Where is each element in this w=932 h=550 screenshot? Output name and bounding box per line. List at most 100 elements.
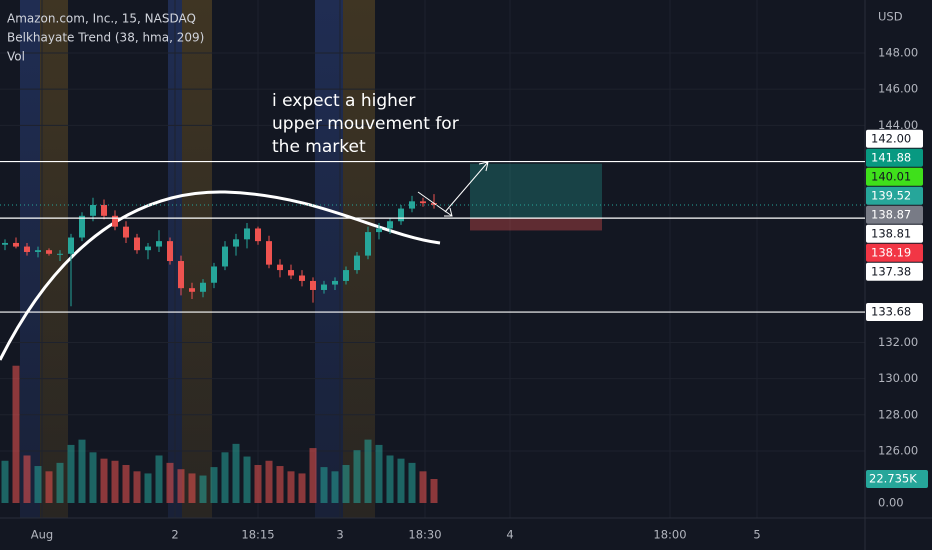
candle-body (244, 228, 250, 240)
candle-body (123, 226, 129, 238)
x-tick-label: 18:00 (653, 528, 686, 542)
y-tick-label: 148.00 (878, 46, 918, 60)
candle-body (387, 221, 393, 229)
volume-bar (1, 460, 9, 503)
volume-bar (320, 467, 328, 503)
candle-body (145, 246, 151, 251)
volume-bar (397, 458, 405, 503)
volume-bar (155, 455, 163, 503)
candle-body (354, 255, 360, 271)
price-tag (866, 303, 923, 322)
volume-bar (232, 443, 240, 503)
volume-bar (353, 450, 361, 503)
volume-bar (89, 452, 97, 503)
candle-body (211, 266, 217, 283)
candle-body (288, 270, 294, 276)
volume-bar (122, 464, 130, 503)
volume-tick-label: 0.00 (878, 496, 904, 510)
volume-bar (287, 471, 295, 503)
candle-body (2, 242, 8, 245)
price-tag (866, 243, 923, 262)
volume-bar (78, 439, 86, 503)
volume-bar (309, 448, 317, 503)
candle-body (266, 241, 272, 265)
price-tag (866, 148, 923, 167)
candle-body (79, 215, 85, 238)
price-tag (866, 167, 923, 186)
candle-body (90, 204, 96, 216)
price-tag (866, 205, 923, 224)
candle-body (24, 246, 30, 252)
volume-bar (254, 464, 262, 503)
x-tick-label: 18:30 (408, 528, 441, 542)
volume-bar (375, 444, 383, 503)
volume-bar (221, 452, 229, 503)
volume-bar (133, 471, 141, 503)
volume-bar (111, 460, 119, 503)
candle-body (35, 250, 41, 252)
candle-body (101, 204, 107, 216)
y-tick-label: 126.00 (878, 443, 918, 457)
y-tick-label: 130.00 (878, 371, 918, 385)
price-tag (866, 186, 923, 205)
annotation-line: the market (272, 137, 366, 157)
candle-body (222, 246, 228, 267)
volume-bar (34, 466, 42, 503)
volume-bar (298, 473, 306, 503)
price-tag-label: 138.87 (871, 207, 911, 221)
candle-body (167, 241, 173, 262)
price-tag-label: 133.68 (871, 305, 911, 319)
candle-body (398, 208, 404, 222)
session-band (182, 0, 212, 518)
x-tick-label: Aug (31, 528, 53, 542)
price-tag (866, 129, 923, 148)
volume-bar (265, 460, 273, 503)
currency: USD (878, 10, 903, 24)
candle-body (343, 270, 349, 281)
price-tag-label: 140.01 (871, 169, 911, 183)
candle-body (332, 280, 338, 285)
stop-zone (470, 218, 602, 231)
symbol-title: Amazon.com, Inc., 15, NASDAQ (7, 12, 196, 26)
volume-bar (243, 456, 251, 503)
volume-bar (408, 462, 416, 503)
candle-body (420, 201, 426, 204)
candle-body (46, 250, 52, 254)
session-band (20, 0, 40, 518)
volume-tag-label: 22.735K (869, 471, 917, 485)
price-axis: 148.00 146.00 144.00 132.00 130.00 128.00 126.… (31, 46, 928, 542)
volume-bar (430, 478, 438, 503)
candle-body (68, 237, 74, 254)
volume-bar (177, 469, 185, 503)
indicator-title: Belkhayate Trend (38, hma, 209) (7, 31, 204, 45)
annotation-line: upper mouvement for (272, 114, 459, 134)
price-tag-label: 142.00 (871, 131, 911, 145)
candle-body (321, 284, 327, 290)
volume-bar (56, 462, 64, 503)
volume-title: Vol (7, 50, 25, 64)
candle-body (13, 242, 19, 247)
y-tick-label: 146.00 (878, 82, 918, 96)
volume-bar (331, 471, 339, 503)
candle-body (200, 282, 206, 292)
price-tag (866, 262, 923, 281)
volume-bar (386, 455, 394, 503)
candle-body (299, 275, 305, 281)
volume-bar (188, 473, 196, 503)
price-tag-label: 141.88 (871, 150, 911, 164)
overlay (0, 160, 865, 313)
candle-body (178, 261, 184, 289)
volume-bar (419, 471, 427, 503)
candle-body (57, 253, 63, 255)
session-band (40, 0, 68, 518)
arrow (417, 191, 453, 217)
volume-bar (199, 475, 207, 503)
x-tick-label: 5 (753, 528, 760, 542)
candle-body (189, 288, 195, 292)
volume-bar (67, 444, 75, 503)
x-tick-label: 3 (336, 528, 343, 542)
price-tag-label: 138.81 (871, 226, 911, 240)
session-band (315, 0, 343, 518)
